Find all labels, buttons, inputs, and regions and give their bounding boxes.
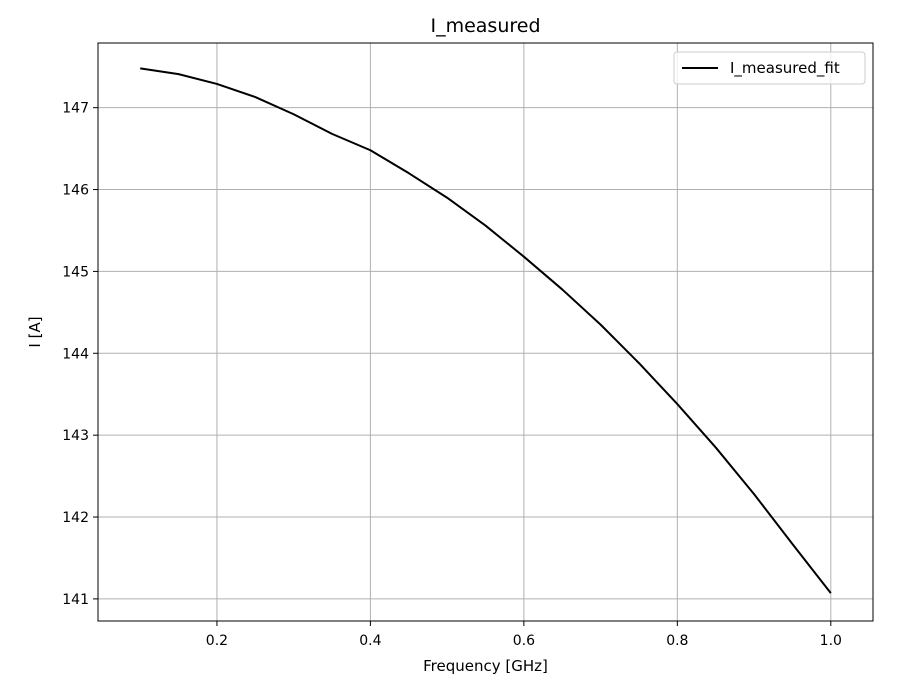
series-layer: [140, 67, 832, 594]
legend-box: [673, 51, 866, 85]
series-line: [140, 67, 832, 594]
y-tick-label: 146: [62, 183, 89, 199]
x-tick-label: 0.2: [206, 633, 228, 649]
y-tick-label: 141: [62, 592, 89, 608]
y-axis-label: I [A]: [26, 316, 44, 347]
y-tick-label: 147: [62, 101, 89, 117]
x-axis-label: Frequency [GHz]: [423, 657, 548, 675]
y-tick-label: 144: [62, 346, 89, 362]
x-tick-label: 1.0: [820, 633, 842, 649]
y-tick-label: 145: [62, 264, 89, 280]
legend: I_measured_fit: [673, 51, 866, 85]
y-tick-label: 143: [62, 428, 89, 444]
x-tick-label: 0.6: [513, 633, 535, 649]
chart-title: I_measured: [430, 15, 540, 37]
plot-frame: [97, 42, 874, 622]
x-tick-label: 0.8: [666, 633, 688, 649]
grid: [98, 43, 873, 621]
legend-label: I_measured_fit: [730, 59, 840, 78]
x-tick-label: 0.4: [359, 633, 381, 649]
y-tick-label: 142: [62, 510, 89, 526]
ticks: 0.2 0.4 0.6 0.8 1.0 141 142 143 144 145 146 147: [62, 101, 842, 649]
